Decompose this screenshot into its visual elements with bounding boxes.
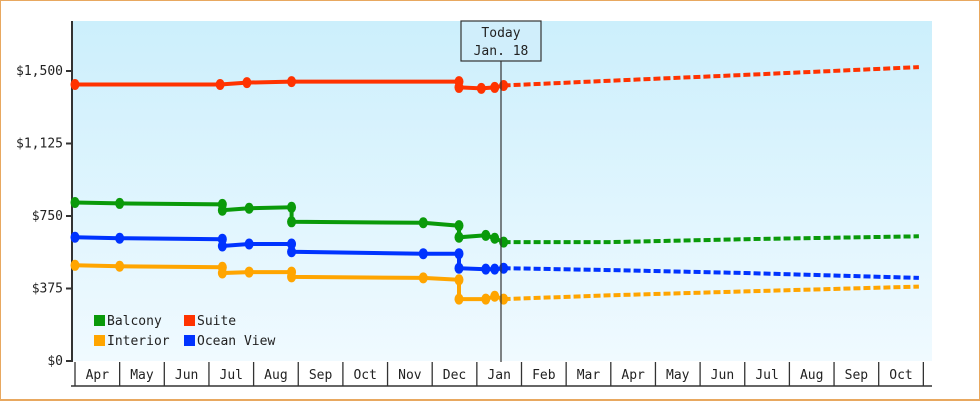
legend-swatch-icon <box>184 335 195 346</box>
series-suite <box>70 65 919 94</box>
series-layer <box>70 65 919 305</box>
data-point[interactable] <box>215 79 225 91</box>
x-tick-label: Jul <box>755 368 778 383</box>
data-point[interactable] <box>115 260 125 272</box>
data-point[interactable] <box>490 81 500 93</box>
data-point[interactable] <box>418 217 428 229</box>
legend-item-balcony[interactable]: Balcony <box>94 314 162 329</box>
forecast-line <box>503 284 919 302</box>
data-point[interactable] <box>242 77 252 89</box>
x-tick-label: Jun <box>711 368 734 383</box>
data-point[interactable] <box>490 290 500 302</box>
data-point[interactable] <box>287 216 297 228</box>
data-point[interactable] <box>287 201 297 213</box>
data-point[interactable] <box>481 263 491 275</box>
data-point[interactable] <box>418 272 428 284</box>
data-point[interactable] <box>490 232 500 244</box>
legend-label: Ocean View <box>197 334 275 349</box>
x-tick-label: Jan <box>487 368 510 383</box>
data-point[interactable] <box>481 293 491 305</box>
x-tick-label: Apr <box>86 368 110 383</box>
x-axis: Apr May Jun Jul Aug Sep Oct Nov Dec Jan Feb Mar Apr M… <box>71 362 932 387</box>
data-point[interactable] <box>217 204 227 216</box>
data-point[interactable] <box>454 231 464 243</box>
x-tick-label: Dec <box>443 368 466 383</box>
data-point[interactable] <box>70 231 80 243</box>
x-tick-label: Sep <box>309 368 333 383</box>
data-point[interactable] <box>454 220 464 232</box>
x-tick-label: Apr <box>621 368 645 383</box>
legend-swatch-icon <box>94 315 105 326</box>
data-point[interactable] <box>418 248 428 260</box>
data-point[interactable] <box>244 266 254 278</box>
legend-item-interior[interactable]: Interior <box>94 334 170 349</box>
data-point[interactable] <box>287 271 297 283</box>
legend-swatch-icon <box>94 335 105 346</box>
data-point[interactable] <box>454 293 464 305</box>
data-point[interactable] <box>70 196 80 208</box>
data-point[interactable] <box>70 79 80 91</box>
today-label: Today <box>481 26 520 41</box>
data-point[interactable] <box>454 274 464 286</box>
data-point[interactable] <box>217 267 227 279</box>
x-tick-label: May <box>130 368 154 383</box>
data-point[interactable] <box>217 240 227 252</box>
legend-label: Suite <box>197 314 236 329</box>
data-point[interactable] <box>287 246 297 258</box>
x-tick-label: Jun <box>175 368 198 383</box>
today-date: Jan. 18 <box>474 44 529 59</box>
x-tick-label: Aug <box>800 368 823 383</box>
data-point[interactable] <box>244 202 254 214</box>
x-tick-label: Mar <box>577 368 601 383</box>
legend-label: Balcony <box>107 314 162 329</box>
x-tick-label: Feb <box>532 368 556 383</box>
x-tick-label: Oct <box>889 368 912 383</box>
y-tick-label: $1,500 <box>16 64 63 79</box>
y-axis: $0 $375 $750 $1,125 $1,500 <box>16 21 73 369</box>
y-tick-label: $750 <box>32 209 63 224</box>
series-interior <box>70 259 919 305</box>
data-point[interactable] <box>244 238 254 250</box>
x-tick-label: Jul <box>220 368 243 383</box>
data-point[interactable] <box>115 197 125 209</box>
series-ocean-view <box>70 231 919 280</box>
data-point[interactable] <box>70 259 80 271</box>
y-tick-label: $0 <box>47 354 63 369</box>
legend-item-ocean-view[interactable]: Ocean View <box>184 334 275 349</box>
x-tick-label: Nov <box>398 368 422 383</box>
series-balcony <box>70 196 919 248</box>
data-point[interactable] <box>481 229 491 241</box>
today-label-box <box>460 20 542 62</box>
legend-swatch-icon <box>184 315 195 326</box>
data-point[interactable] <box>476 82 486 94</box>
x-tick-label: May <box>666 368 690 383</box>
data-point[interactable] <box>454 248 464 260</box>
x-tick-label: Sep <box>845 368 869 383</box>
data-point[interactable] <box>115 232 125 244</box>
data-point[interactable] <box>287 238 297 250</box>
forecast-line <box>503 234 919 245</box>
forecast-line <box>503 266 919 280</box>
data-point[interactable] <box>287 76 297 88</box>
forecast-line <box>503 65 919 88</box>
x-tick-label: Oct <box>353 368 376 383</box>
data-point[interactable] <box>454 81 464 93</box>
plot-area <box>73 21 932 361</box>
legend: Balcony Suite Interior Ocean View <box>94 314 275 349</box>
y-tick-label: $375 <box>32 282 63 297</box>
x-tick-label: Aug <box>264 368 287 383</box>
data-point[interactable] <box>490 263 500 275</box>
legend-label: Interior <box>107 334 170 349</box>
y-tick-label: $1,125 <box>16 137 63 152</box>
today-marker: Today Jan. 18 <box>460 20 542 362</box>
legend-item-suite[interactable]: Suite <box>184 314 236 329</box>
data-point[interactable] <box>454 262 464 274</box>
